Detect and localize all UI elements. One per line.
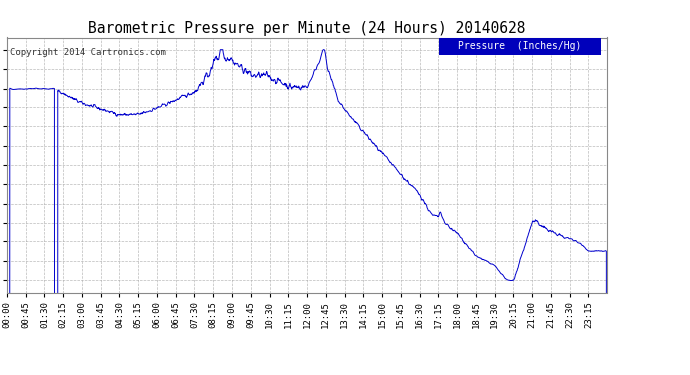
- Text: Copyright 2014 Cartronics.com: Copyright 2014 Cartronics.com: [10, 48, 166, 57]
- Title: Barometric Pressure per Minute (24 Hours) 20140628: Barometric Pressure per Minute (24 Hours…: [88, 21, 526, 36]
